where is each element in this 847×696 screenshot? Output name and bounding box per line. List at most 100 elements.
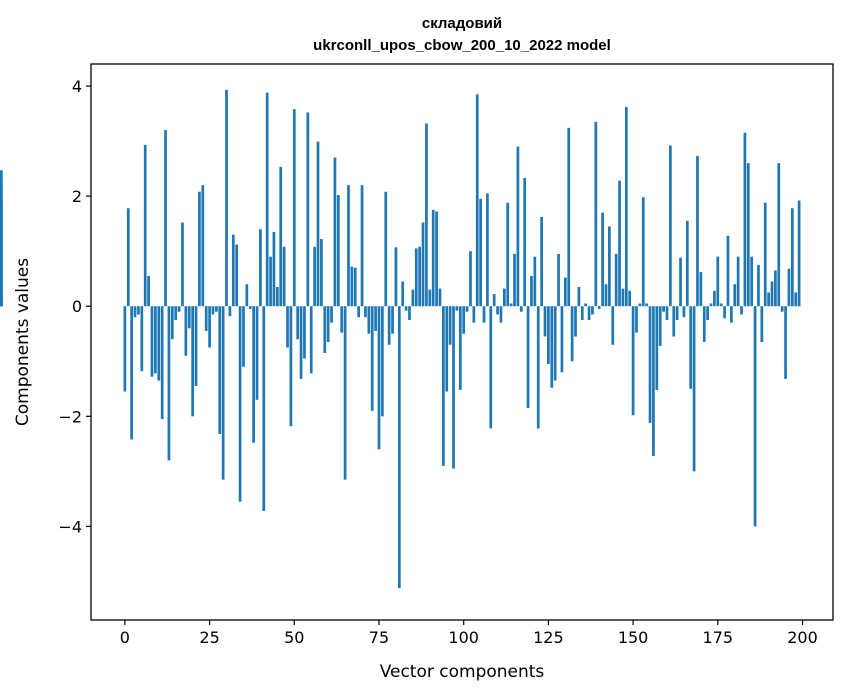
bar [618,180,621,307]
bar [669,145,672,307]
bar [716,256,720,307]
bar [655,306,659,390]
bar [472,306,476,323]
bar [286,306,289,348]
bar [401,281,405,307]
bar [753,306,757,527]
bar [540,217,543,307]
bar [563,277,567,307]
bar [713,290,716,307]
x-axis-label: Vector components [380,662,545,682]
bar [333,157,337,307]
bar [692,306,696,472]
x-axis-ticks: 0 25 50 75 100 125 150 175 200 [120,620,818,647]
bar [174,306,178,320]
bar [408,306,411,320]
bar [397,306,401,589]
bar [638,303,642,307]
bar [154,306,157,374]
bar [547,306,550,365]
bar [133,306,137,318]
bar [523,177,527,307]
bar [323,306,327,354]
bar [492,294,496,307]
bar [218,306,222,434]
bar [675,306,679,320]
bar [496,306,499,315]
bar [635,306,638,333]
bar [526,306,530,409]
bar [0,201,3,307]
x-tick-label: 175 [703,628,734,647]
bar [469,251,472,307]
y-tick-label: −4 [58,517,82,536]
bar [164,130,167,307]
bar [150,306,154,377]
bar [519,306,523,312]
bar [177,306,181,312]
y-tick-label: 0 [72,297,82,316]
bar [774,270,777,307]
bar [442,306,445,466]
bar [198,191,201,307]
bar [452,306,455,469]
bar [374,306,377,331]
bar [797,200,801,307]
bar [719,303,723,307]
bar [184,306,188,356]
bar [777,163,781,307]
bar [689,306,693,389]
bar [645,303,649,307]
bar [726,235,730,307]
bar [181,222,184,307]
bar [370,306,374,411]
bar [309,306,313,374]
bar [347,185,350,307]
bar [303,306,306,359]
x-tick-label: 100 [448,628,479,647]
y-tick-label: 4 [72,77,82,96]
bar [262,306,266,511]
bar [448,306,452,345]
bar [780,306,784,312]
bar [252,306,255,443]
bar [567,127,571,307]
bar [387,306,391,345]
bar [601,212,604,307]
bar [330,306,333,323]
bar [723,306,726,319]
bar [757,264,760,307]
bar [787,268,791,307]
bar [343,306,347,480]
plot-frame [90,63,834,621]
bar [702,306,706,342]
bar [503,288,506,307]
bar [353,267,357,307]
bar [580,306,584,320]
bar [248,306,252,309]
bar [587,306,591,320]
bar [614,253,618,307]
bar [187,306,191,329]
bar [157,306,161,381]
bar [550,306,554,388]
bar [225,89,228,307]
bar [475,94,479,307]
bar [696,155,699,307]
bar [367,306,371,334]
bar [763,202,767,307]
x-tick-label: 200 [787,628,818,647]
bar [194,306,198,387]
bar [790,208,794,307]
bar [553,306,557,381]
bar [740,306,743,315]
bar [421,222,425,307]
bar [143,144,147,307]
bar [391,306,394,334]
bar [320,239,323,307]
bar [259,229,262,307]
bar [313,246,316,307]
bar [414,248,418,307]
bar [425,123,428,307]
bar-series [0,89,801,589]
